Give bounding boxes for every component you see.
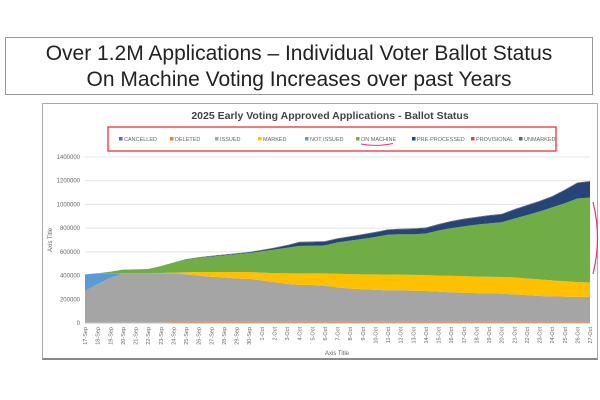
y-tick-label: 600000 (60, 250, 81, 256)
legend-item-on-machine: ON MACHINE (356, 137, 396, 146)
slide-title-line-1: Over 1.2M Applications – Individual Vote… (45, 42, 553, 65)
legend-item-pre-processed: PRE-PROCESSED (412, 137, 465, 143)
x-tick-label: 21-Sep (134, 327, 140, 345)
x-tick-label: 24-Sep (171, 327, 177, 345)
area-on-machine (85, 197, 590, 283)
x-tick-label: 14-Oct (424, 327, 430, 344)
x-axis-title: Axis Title (325, 351, 350, 357)
x-tick-label: 12-Oct (399, 327, 405, 344)
x-tick-label: 20-Sep (121, 327, 127, 345)
legend-swatch (305, 137, 309, 141)
x-tick-label: 11-Oct (386, 327, 392, 344)
legend-highlight-box (107, 126, 557, 152)
x-tick-label: 29-Sep (235, 327, 241, 345)
legend-swatch (356, 137, 360, 141)
legend-item-marked: MARKED (258, 137, 287, 143)
x-tick-label: 27-Oct (588, 327, 594, 344)
x-tick-label: 23-Sep (159, 327, 165, 345)
x-tick-label: 2-Oct (272, 327, 278, 341)
legend-item-provisional: PROVISIONAL (471, 137, 513, 143)
x-tick-label: 23-Oct (538, 327, 544, 344)
x-tick-label: 26-Oct (575, 327, 581, 344)
chart-title: 2025 Early Voting Approved Applications … (191, 110, 468, 122)
y-tick-label: 800000 (60, 226, 81, 232)
y-tick-label: 1200000 (57, 179, 81, 185)
legend-label: CANCELLED (124, 137, 157, 143)
slide-title: Over 1.2M Applications – Individual Vote… (5, 37, 593, 95)
x-tick-label: 5-Oct (310, 327, 316, 341)
x-tick-label: 19-Oct (487, 327, 493, 344)
x-tick-label: 25-Sep (184, 327, 190, 345)
x-tick-label: 16-Oct (449, 327, 455, 344)
legend-underline-annotation (360, 143, 394, 146)
legend-swatch (170, 137, 174, 141)
x-tick-label: 9-Oct (361, 327, 367, 341)
legend-label: ON MACHINE (361, 137, 396, 143)
legend-swatch (215, 137, 219, 141)
x-tick-label: 15-Oct (437, 327, 443, 344)
x-tick-label: 22-Oct (525, 327, 531, 344)
x-tick-label: 20-Oct (500, 327, 506, 344)
x-tick-label: 17-Oct (462, 327, 468, 344)
x-tick-label: 24-Oct (550, 327, 556, 344)
x-tick-label: 19-Sep (108, 327, 114, 345)
legend-label: PROVISIONAL (476, 137, 513, 143)
legend-label: ISSUED (220, 137, 241, 143)
legend-item-deleted: DELETED (170, 137, 200, 143)
area-issued (85, 273, 590, 323)
legend-swatch (412, 137, 416, 141)
legend-label: DELETED (175, 137, 200, 143)
x-tick-label: 22-Sep (146, 327, 152, 345)
y-tick-label: 1000000 (57, 202, 81, 208)
legend-swatch (119, 137, 123, 141)
y-axis-title: Axis Title (48, 227, 54, 252)
y-tick-label: 1400000 (57, 155, 81, 161)
x-tick-label: 21-Oct (512, 327, 518, 344)
legend-label: PRE-PROCESSED (417, 137, 465, 143)
x-tick-label: 10-Oct (373, 327, 379, 344)
x-tick-label: 8-Oct (348, 327, 354, 341)
legend-item-not-issued: NOT ISSUED (305, 137, 344, 143)
x-tick-label: 26-Sep (197, 327, 203, 345)
x-tick-label: 28-Sep (222, 327, 228, 345)
x-tick-label: 18-Sep (96, 327, 102, 345)
x-tick-label: 30-Sep (247, 327, 253, 345)
x-tick-label: 27-Sep (209, 327, 215, 345)
legend-item-unmarked: UNMARKED (519, 137, 556, 143)
x-tick-label: 6-Oct (323, 327, 329, 341)
legend-swatch (519, 137, 523, 141)
y-tick-label: 400000 (60, 274, 81, 280)
area-marked (85, 272, 590, 297)
legend-swatch (471, 137, 475, 141)
x-tick-label: 18-Oct (474, 327, 480, 344)
legend-label: UNMARKED (524, 137, 556, 143)
legend-item-cancelled: CANCELLED (119, 137, 157, 143)
x-tick-label: 4-Oct (298, 327, 304, 341)
legend-item-issued: ISSUED (215, 137, 241, 143)
legend-label: NOT ISSUED (310, 137, 344, 143)
x-tick-label: 17-Sep (83, 327, 89, 345)
y-tick-label: 200000 (60, 297, 81, 303)
legend-swatch (258, 137, 262, 141)
y-tick-label: 0 (77, 321, 81, 327)
legend-label: MARKED (263, 137, 287, 143)
x-tick-label: 25-Oct (563, 327, 569, 344)
x-tick-label: 7-Oct (336, 327, 342, 341)
x-tick-label: 1-Oct (260, 327, 266, 341)
slide-title-line-2: On Machine Voting Increases over past Ye… (86, 68, 512, 91)
x-tick-label: 13-Oct (411, 327, 417, 344)
x-tick-label: 3-Oct (285, 327, 291, 341)
annotation-bracket (592, 201, 599, 275)
